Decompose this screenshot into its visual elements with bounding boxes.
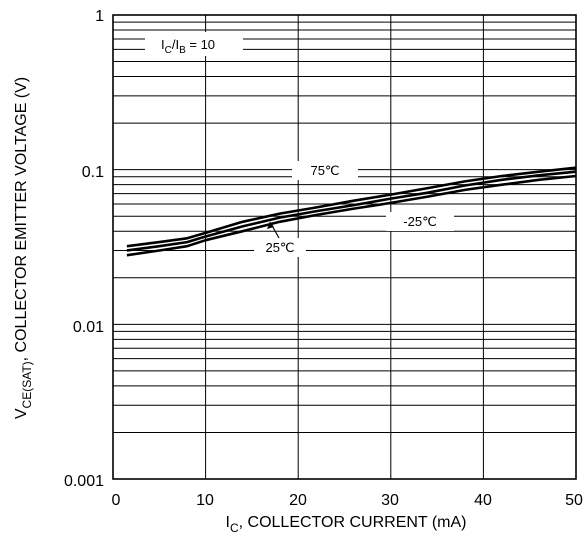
condition-label: IC/IB = 10: [161, 37, 215, 56]
condition-label-bg: [145, 32, 243, 56]
curves: [126, 166, 577, 257]
series-label: 25℃: [265, 240, 294, 255]
series-label: 75℃: [310, 163, 339, 178]
series-label-bg: [292, 161, 358, 180]
series-line: [126, 166, 577, 248]
series-line: [126, 174, 577, 257]
x-tick-label: 50: [565, 492, 583, 509]
series-label-bg: [254, 238, 306, 257]
y-tick-label: 0.001: [64, 473, 104, 490]
series-labels: 75℃ 25℃ -25℃: [254, 161, 454, 257]
x-axis-label: IC, COLLECTOR CURRENT (mA): [226, 514, 467, 533]
y-tick-label: 1: [95, 8, 104, 25]
y-tick-label: 0.01: [73, 319, 104, 336]
plot-frame: [112, 14, 577, 480]
y-axis-label: VCE(SAT), COLLECTOR EMITTER VOLTAGE (V): [13, 77, 34, 419]
x-tick-label: 10: [196, 492, 214, 509]
y-tick-label: 0.1: [82, 164, 104, 181]
x-tick-label: 30: [381, 492, 399, 509]
series-label-arrowhead: [267, 222, 274, 229]
x-tick-label: 20: [289, 492, 307, 509]
series-label: -25℃: [403, 214, 436, 229]
x-tick-label: 40: [474, 492, 492, 509]
series-label-bg: [386, 212, 454, 231]
x-tick-label: 0: [112, 492, 121, 509]
series-line: [126, 170, 577, 252]
